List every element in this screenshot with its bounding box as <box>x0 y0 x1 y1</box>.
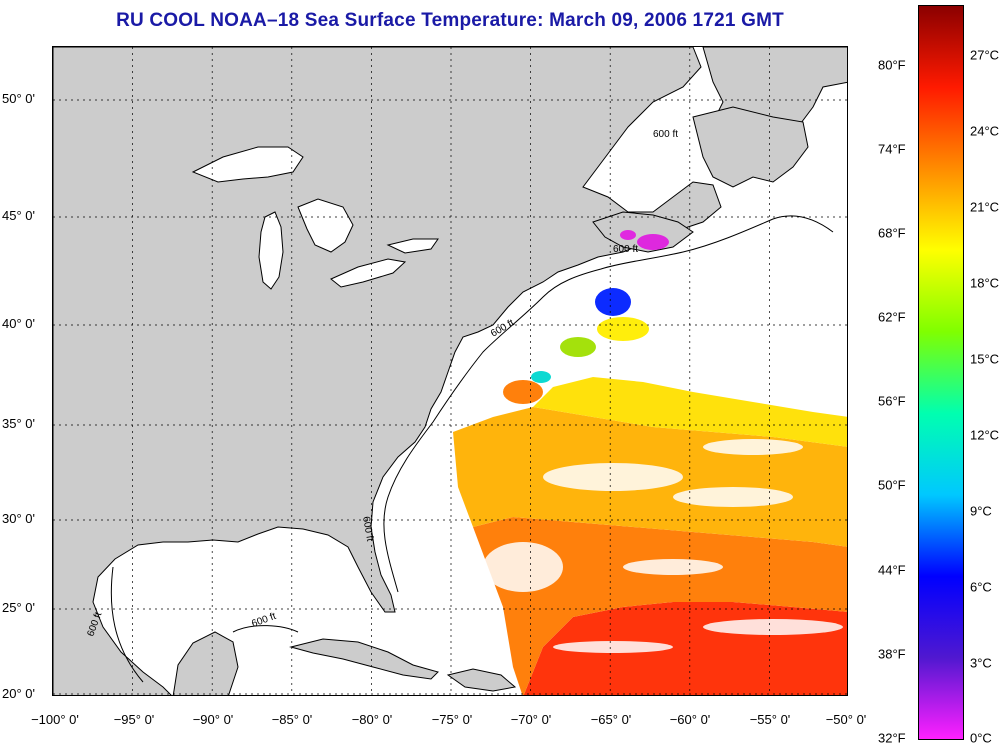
grid-lines <box>53 47 847 695</box>
land-cuba <box>289 638 439 680</box>
contour-600ft <box>110 215 834 683</box>
cloud-gap-1 <box>543 463 683 491</box>
colorbar-f-32: 32°F <box>878 730 906 746</box>
lon-label-75: −75° 0' <box>431 712 473 727</box>
sst-orange-zone <box>473 517 847 695</box>
lon-label-65: −65° 0' <box>590 712 632 727</box>
colorbar-c-27: 27°C <box>970 47 1000 63</box>
sst-yellow-zone <box>533 377 847 447</box>
contour-label-3: 600 ft <box>250 611 277 630</box>
cloud-gap-2 <box>673 487 793 507</box>
lon-label-70: −70° 0' <box>510 712 552 727</box>
lon-label-90: −90° 0' <box>192 712 234 727</box>
contour-label-6: 600 ft <box>613 244 638 255</box>
lat-label-30: 30° 0' <box>2 511 35 526</box>
cloud-gap-4 <box>703 619 843 635</box>
sst-map: 600 ft 600 ft 600 ft 600 ft 600 ft 600 f… <box>52 46 848 696</box>
lake-ontario <box>386 238 439 254</box>
colorbar-f-74: 74°F <box>878 141 906 157</box>
sst-cyan-patch <box>531 371 551 383</box>
colorbar-f-68: 68°F <box>878 225 906 241</box>
cloud-gap-5 <box>553 641 673 653</box>
colorbar-c-24: 24°C <box>970 123 1000 139</box>
lat-label-40: 40° 0' <box>2 316 35 331</box>
colorbar-c-0: 0°C <box>970 730 992 746</box>
colorbar-c-6: 6°C <box>970 579 992 595</box>
land-newfoundland <box>692 106 809 188</box>
cloud-gap-3 <box>623 559 723 575</box>
sst-green-patch <box>560 337 596 357</box>
colorbar-f-44: 44°F <box>878 562 906 578</box>
contour-label-5: 600 ft <box>653 129 678 140</box>
colorbar-f-38: 38°F <box>878 646 906 662</box>
colorbar-c-21: 21°C <box>970 199 1000 215</box>
colorbar-c-15: 15°C <box>970 351 1000 367</box>
lat-label-20: 20° 0' <box>2 686 35 701</box>
lat-label-45: 45° 0' <box>2 208 35 223</box>
colorbar-c-9: 9°C <box>970 503 992 519</box>
map-title: RU COOL NOAA–18 Sea Surface Temperature:… <box>116 10 784 31</box>
land-north-america <box>53 47 722 695</box>
map-canvas: 600 ft 600 ft 600 ft 600 ft 600 ft 600 f… <box>53 47 847 695</box>
colorbar-c-18: 18°C <box>970 275 1000 291</box>
lon-label-60: −60° 0' <box>669 712 711 727</box>
lake-michigan <box>258 211 284 290</box>
lake-erie <box>330 258 407 288</box>
sst-magenta-patch-2 <box>620 230 636 240</box>
lat-label-50: 50° 0' <box>2 91 35 106</box>
lon-label-50: −50° 0' <box>825 712 867 727</box>
lon-label-85: −85° 0' <box>271 712 313 727</box>
temperature-colorbar <box>918 5 964 740</box>
cloud-gap-7 <box>703 439 803 455</box>
lon-label-55: −55° 0' <box>749 712 791 727</box>
colorbar-f-50: 50°F <box>878 477 906 493</box>
land-hispaniola <box>446 668 517 692</box>
lat-label-25: 25° 0' <box>2 600 35 615</box>
land-yucatan <box>172 631 239 695</box>
colorbar-f-80: 80°F <box>878 57 906 73</box>
colorbar-c-3: 3°C <box>970 655 992 671</box>
sst-gulfstream-warm <box>503 380 543 404</box>
sst-blue-patch <box>595 288 631 316</box>
cloud-gap-6 <box>483 542 563 592</box>
lon-label-100: −100° 0' <box>31 712 79 727</box>
lon-label-80: −80° 0' <box>351 712 393 727</box>
lake-huron <box>297 198 354 253</box>
lon-label-95: −95° 0' <box>113 712 155 727</box>
colorbar-f-56: 56°F <box>878 393 906 409</box>
lat-label-35: 35° 0' <box>2 416 35 431</box>
lake-superior <box>191 146 304 183</box>
sst-magenta-patch-1 <box>637 234 669 250</box>
colorbar-c-12: 12°C <box>970 427 1000 443</box>
colorbar-f-62: 62°F <box>878 309 906 325</box>
sst-yellow-eddy <box>597 317 649 341</box>
